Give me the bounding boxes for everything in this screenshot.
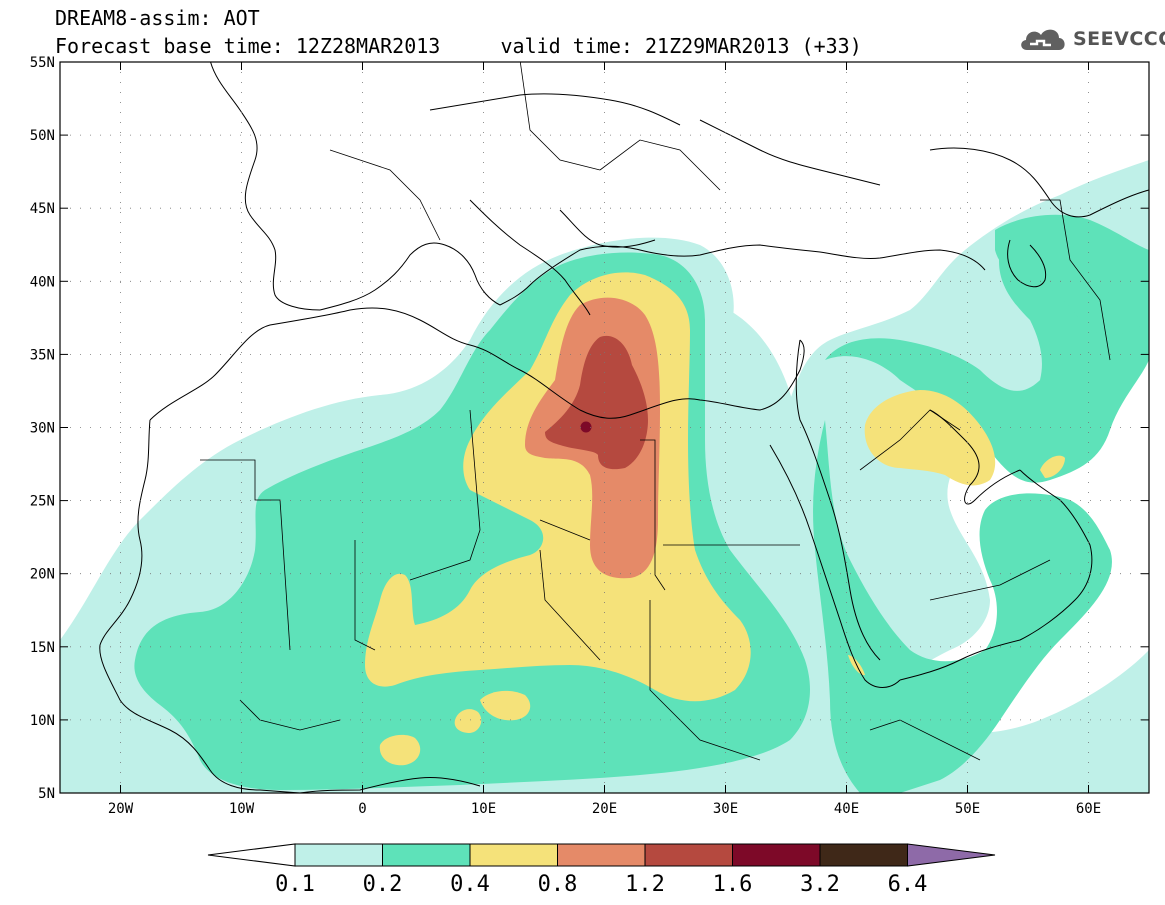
lon-tick-label: 20E: [592, 801, 617, 817]
colorbar-label: 1.6: [713, 872, 753, 897]
colorbar-segment: [557, 843, 646, 867]
lon-tick-label: 10W: [229, 801, 255, 817]
colorbar-segment: [644, 843, 733, 867]
cloud-logo-icon: [1021, 29, 1065, 50]
aot-band-0.2-0.4-caspian: [995, 214, 1149, 336]
lon-tick-label: 40E: [834, 801, 859, 817]
lat-tick-label: 55N: [30, 55, 55, 71]
lat-tick-label: 50N: [30, 128, 55, 144]
lat-tick-label: 45N: [30, 201, 55, 217]
aot-band-0.4-0.8-gulf: [1040, 455, 1065, 478]
colorbar-label: 6.4: [888, 872, 928, 897]
aot-band-0.1-0.2-east: [700, 300, 1149, 793]
logo-text: SEEVCCC: [1073, 28, 1165, 50]
axis-ticks: 55N 50N 45N 40N 35N 30N 25N 20N 15N 10N 5N 20W 10W 0 1…: [30, 55, 1149, 817]
colorbar-segment: [294, 843, 383, 867]
lat-tick-label: 40N: [30, 274, 55, 290]
lon-tick-label: 50E: [955, 801, 980, 817]
colorbar-label: 0.8: [538, 872, 578, 897]
colorbar: 0.1 0.2 0.4 0.8 1.2 1.6 3.2 6.4: [207, 843, 996, 897]
lon-tick-label: 30E: [713, 801, 738, 817]
aot-band-0.4-0.8-blob-c: [379, 734, 421, 766]
lon-tick-label: 60E: [1076, 801, 1101, 817]
colorbar-label: 3.2: [800, 872, 840, 897]
lat-tick-label: 5N: [38, 786, 55, 802]
aot-band-0.2-0.4-arabia-south: [813, 420, 1112, 793]
aot-band-0.4-0.8-blob-a: [480, 690, 531, 721]
lon-tick-label: 20W: [108, 801, 134, 817]
lat-tick-label: 30N: [30, 421, 55, 437]
colorbar-label: 1.2: [625, 872, 665, 897]
lat-tick-label: 20N: [30, 567, 55, 583]
forecast-time-subtitle: Forecast base time: 12Z28MAR2013 valid t…: [55, 34, 862, 58]
colorbar-high-arrow: [907, 843, 996, 867]
seevccc-logo: SEEVCCC: [1017, 22, 1165, 56]
coastlines: [99, 62, 1149, 793]
colorbar-label: 0.4: [450, 872, 490, 897]
lon-tick-label: 0: [358, 801, 366, 817]
map-title: DREAM8-assim: AOT: [55, 6, 260, 30]
aot-band-1.6-3.2: [580, 421, 592, 433]
lon-tick-label: 10E: [471, 801, 496, 817]
colorbar-segment: [469, 843, 558, 867]
lat-tick-label: 15N: [30, 640, 55, 656]
lat-tick-label: 25N: [30, 494, 55, 510]
colorbar-segment: [732, 843, 821, 867]
colorbar-segment: [382, 843, 471, 867]
colorbar-low-arrow: [207, 843, 296, 867]
lat-tick-label: 10N: [30, 713, 55, 729]
colorbar-label: 0.1: [275, 872, 315, 897]
lat-tick-label: 35N: [30, 347, 55, 363]
colorbar-segment: [819, 843, 908, 867]
colorbar-label: 0.2: [363, 872, 403, 897]
aot-band-1.2-1.6: [545, 335, 648, 470]
aot-band-0.4-0.8-iraq: [864, 390, 996, 486]
aot-band-0.4-0.8-blob-b: [454, 709, 482, 733]
country-borders: [200, 62, 1111, 761]
aot-shading: [60, 160, 1149, 793]
